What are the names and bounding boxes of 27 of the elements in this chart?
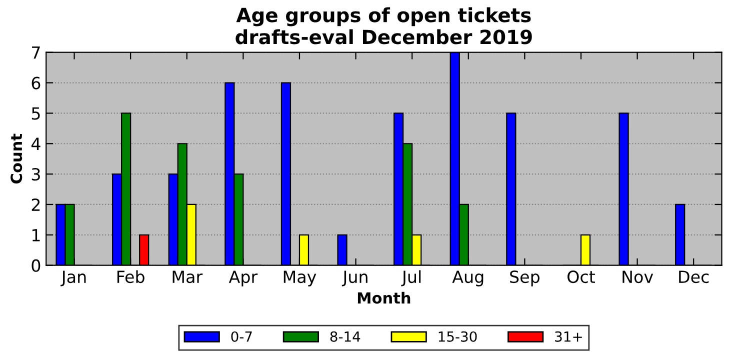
- y-tick-label: 2: [32, 198, 40, 211]
- legend-label: 8-14: [330, 331, 360, 342]
- legend-label: 0-7: [231, 331, 252, 342]
- x-axis-title: Month: [358, 292, 410, 304]
- legend-label: 31+: [555, 331, 582, 342]
- y-tick-label: 1: [32, 229, 40, 242]
- y-axis-title: Count: [10, 134, 22, 184]
- x-tick-label: Nov: [622, 270, 654, 284]
- x-tick-label: Sep: [510, 270, 540, 286]
- x-tick-label: Feb: [117, 270, 144, 284]
- x-tick-label: Dec: [679, 270, 709, 284]
- x-tick-label: Mar: [172, 270, 203, 284]
- y-tick-label: 3: [32, 168, 40, 181]
- x-tick-label: Aug: [452, 270, 484, 286]
- x-tick-label: Oct: [568, 270, 596, 284]
- x-tick-label: Jun: [342, 270, 368, 286]
- y-tick-label: 7: [32, 46, 40, 59]
- y-tick-label: 6: [32, 76, 40, 90]
- legend-label: 15-30: [438, 331, 477, 342]
- x-tick-label: May: [284, 270, 316, 286]
- x-tick-label: Jul: [401, 270, 421, 286]
- chart-title: Age groups of open tickets drafts-eval December 2019: [236, 7, 532, 44]
- y-tick-label: 0: [32, 259, 40, 272]
- y-tick-label: 5: [32, 107, 40, 120]
- x-tick-label: Apr: [228, 270, 258, 286]
- y-tick-label: 4: [31, 138, 40, 150]
- x-tick-label: Jan: [60, 270, 86, 286]
